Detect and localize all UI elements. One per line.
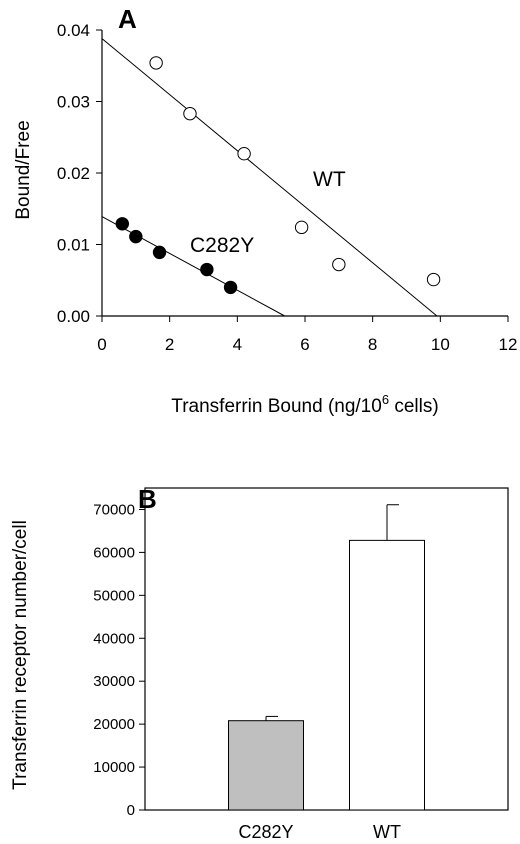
x-tick-label-a: 12	[499, 335, 518, 354]
y-tick-label-b: 40000	[93, 630, 135, 647]
bar-c282y	[228, 720, 304, 811]
data-point-wt	[426, 272, 441, 287]
data-point-wt	[332, 257, 346, 272]
data-point-wt	[294, 220, 309, 235]
data-point-wt	[237, 146, 251, 161]
bar-panel-b: B 0 10000 20000 30000 40000 50000 60000 70000 C…	[10, 484, 509, 842]
y-tick-label-a: 0.02	[57, 164, 90, 183]
y-tick-label-b: 20000	[93, 716, 135, 733]
data-point-c282y	[152, 245, 167, 260]
fit-line-wt	[101, 38, 438, 317]
panel-a-y-ticks: 0.00 0.01 0.02 0.03 0.04	[57, 21, 102, 326]
x-tick-label-a: 0	[97, 335, 106, 354]
series-label-c282y: C282Y	[190, 234, 254, 257]
y-tick-label-a: 0.03	[57, 93, 90, 112]
category-label-c282y: C282Y	[238, 822, 293, 842]
y-tick-label-b: 10000	[93, 759, 135, 776]
y-tick-label-b: 30000	[93, 673, 135, 690]
series-label-wt: WT	[313, 168, 346, 191]
data-point-c282y	[129, 229, 143, 244]
panel-b-error-bars	[265, 504, 399, 721]
panel-b-axes	[144, 487, 509, 811]
y-tick-label-a: 0.00	[57, 307, 90, 326]
panel-b-bars	[228, 539, 425, 811]
data-point-wt	[183, 106, 197, 121]
x-tick-label-a: 6	[300, 335, 309, 354]
y-tick-label-a: 0.04	[57, 21, 90, 40]
panel-a-x-ticks: 0 2 4 6 8 10 12	[97, 316, 517, 354]
panel-a-fit-lines	[101, 38, 438, 317]
fit-line-c282y	[101, 216, 285, 317]
bar-wt	[349, 539, 425, 811]
panel-a-axes	[101, 30, 508, 317]
x-axis-label-a-tail: cells)	[389, 396, 439, 417]
x-axis-label-a: Transferrin Bound (ng/106 cells)	[171, 392, 438, 417]
data-point-c282y	[200, 262, 214, 277]
panel-b-category-labels: C282Y WT	[238, 822, 401, 842]
y-tick-label-b: 0	[127, 802, 135, 819]
plot-frame-b	[144, 487, 509, 811]
y-tick-label-a: 0.01	[57, 236, 90, 255]
data-point-wt	[149, 56, 163, 70]
data-point-c282y	[223, 280, 238, 295]
y-tick-label-b: 60000	[93, 544, 135, 561]
y-axis-label-b: Transferrin receptor number/cell	[10, 520, 31, 790]
x-axis-label-a-sup: 6	[382, 392, 389, 407]
panel-b-y-ticks: 0 10000 20000 30000 40000 50000 60000 70000	[93, 501, 145, 819]
category-label-wt: WT	[373, 822, 401, 842]
x-axis-label-a-main: Transferrin Bound (ng/10	[171, 396, 382, 417]
panel-label-b: B	[138, 484, 157, 514]
y-tick-label-b: 70000	[93, 501, 135, 518]
panel-a-points	[115, 56, 441, 295]
scatter-panel-a: A 0.00 0.01 0.02 0.03 0.04 0 2 4 6 8 10 12 WT C282…	[13, 4, 517, 417]
y-tick-label-b: 50000	[93, 587, 135, 604]
panel-label-a: A	[118, 4, 137, 34]
y-axis-label-a: Bound/Free	[13, 120, 34, 219]
x-tick-label-a: 4	[233, 335, 242, 354]
x-tick-label-a: 8	[368, 335, 377, 354]
x-tick-label-a: 2	[165, 335, 174, 354]
x-tick-label-a: 10	[431, 335, 450, 354]
data-point-c282y	[115, 217, 130, 231]
